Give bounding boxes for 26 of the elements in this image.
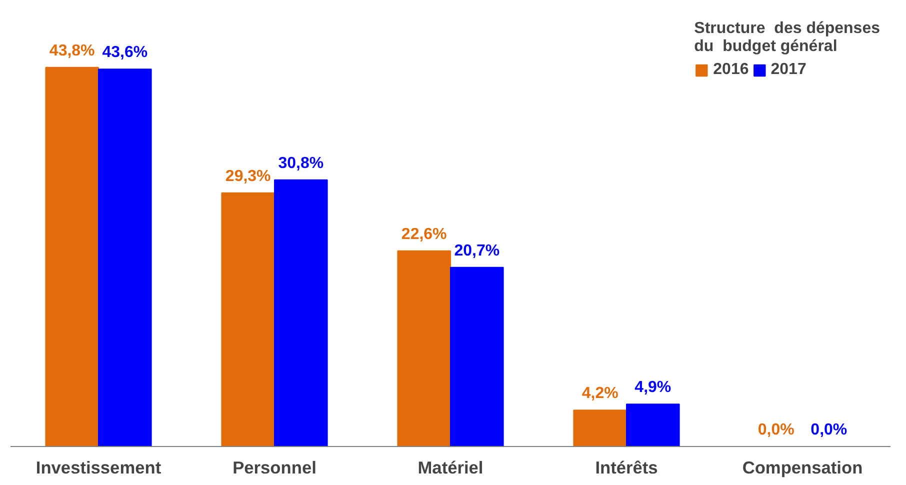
data-label: 20,7% bbox=[454, 242, 500, 260]
bar bbox=[274, 179, 328, 446]
bar bbox=[450, 266, 504, 446]
data-label: 4,2% bbox=[582, 385, 618, 402]
bar bbox=[221, 192, 275, 446]
bar bbox=[98, 68, 152, 446]
bar bbox=[45, 66, 99, 446]
x-tick-label: Intérêts bbox=[595, 458, 658, 478]
x-tick-label: Matériel bbox=[418, 458, 484, 478]
data-label: 0,0% bbox=[758, 422, 794, 438]
x-tick-label: Personnel bbox=[232, 458, 316, 478]
legend-title: Structure des dépenses du budget général bbox=[694, 20, 880, 56]
data-label: 29,3% bbox=[225, 168, 271, 185]
data-label: 43,8% bbox=[49, 42, 95, 60]
legend-label: 2016 bbox=[713, 61, 749, 79]
bar bbox=[397, 250, 451, 446]
data-label: 22,6% bbox=[401, 226, 447, 243]
x-tick-label: Investissement bbox=[36, 458, 162, 478]
data-label: 43,6% bbox=[102, 44, 148, 62]
legend-label: 2017 bbox=[770, 61, 806, 79]
data-label: 0,0% bbox=[810, 422, 848, 438]
data-label: 30,8% bbox=[278, 154, 324, 172]
x-tick-label: Compensation bbox=[742, 458, 863, 478]
data-label: 4,9% bbox=[634, 379, 672, 396]
bar bbox=[573, 410, 627, 446]
bar bbox=[626, 404, 680, 446]
